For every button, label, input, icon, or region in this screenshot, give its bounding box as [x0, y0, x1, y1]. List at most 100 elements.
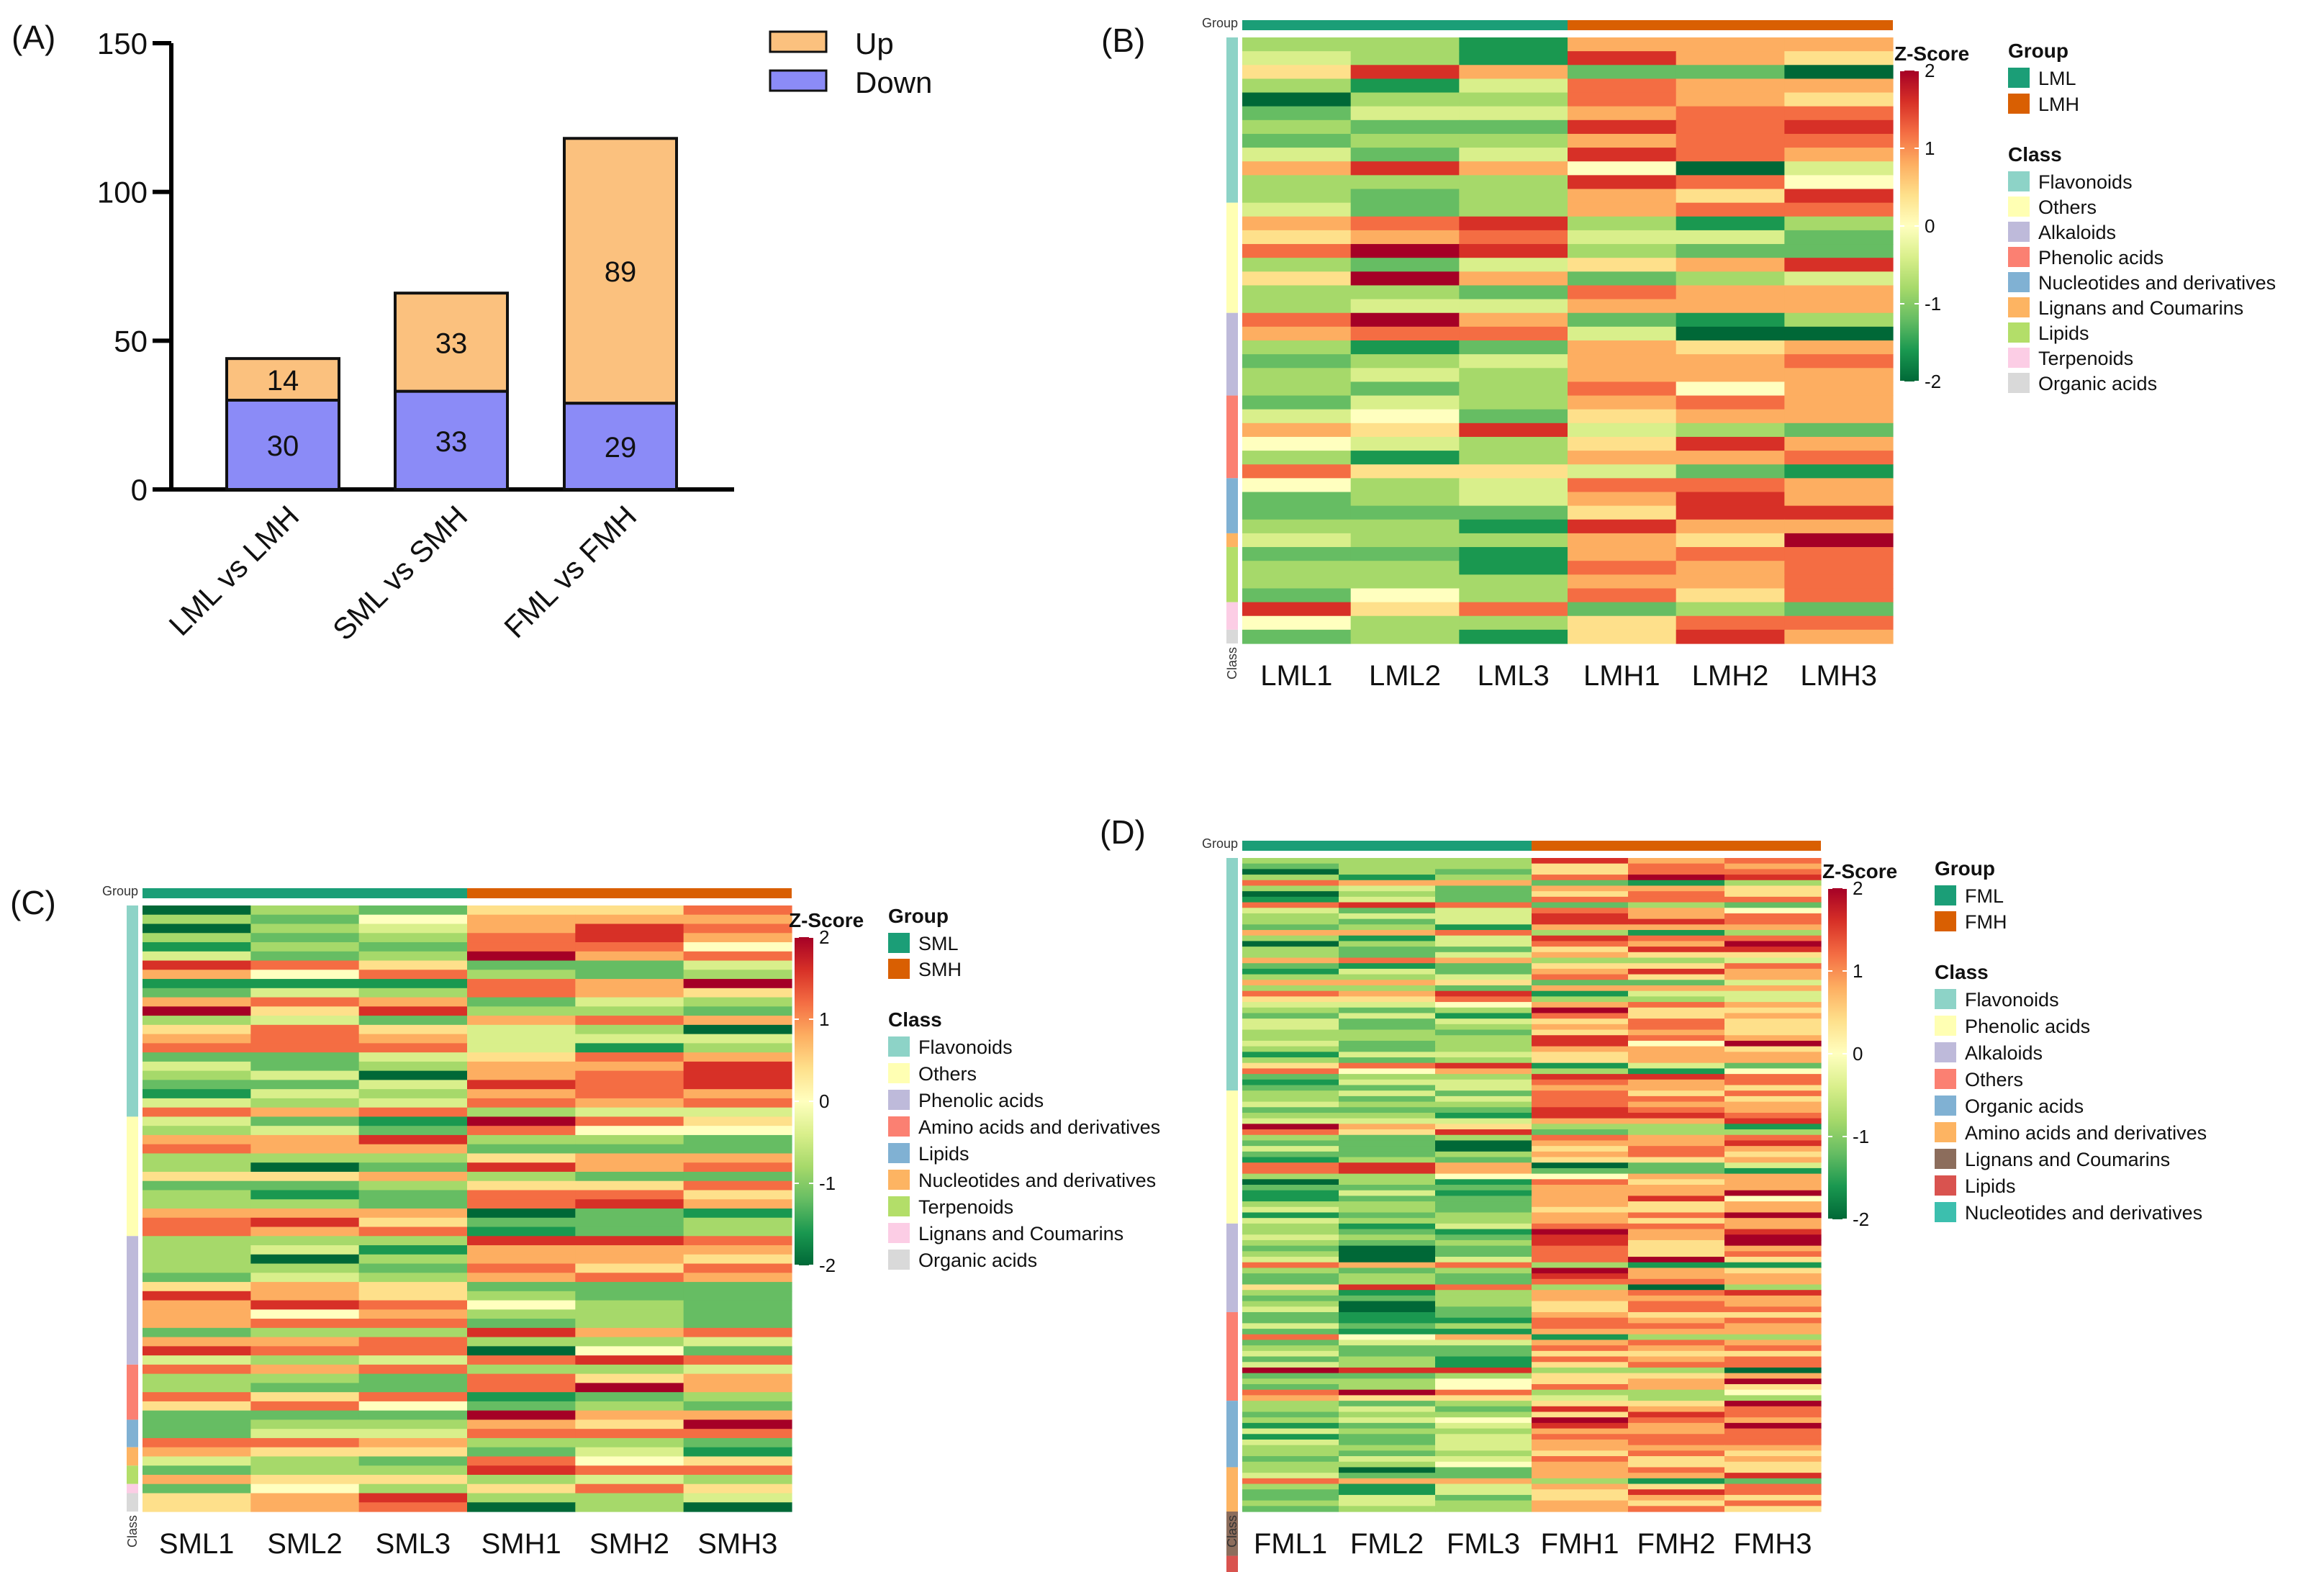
heatmap-cell — [1628, 1052, 1725, 1058]
class-legend-label: Phenolic acids — [2038, 247, 2164, 268]
heatmap-cell — [1532, 1046, 1629, 1052]
heatmap-cell — [358, 1383, 468, 1393]
heatmap-cell — [1676, 78, 1785, 94]
heatmap-cell — [1724, 1167, 1822, 1175]
heatmap-cell — [1242, 629, 1352, 644]
heatmap-cell — [1724, 1257, 1822, 1263]
heatmap-cell — [1339, 1151, 1436, 1158]
heatmap-cell — [1628, 1007, 1725, 1014]
heatmap-cell — [1339, 1422, 1436, 1429]
heatmap-cell — [575, 1355, 684, 1365]
heatmap-cell — [1532, 1206, 1629, 1214]
heatmap-cell — [1459, 92, 1568, 107]
heatmap-cell — [1459, 478, 1568, 493]
column-label: LMH3 — [1800, 660, 1877, 692]
heatmap-cell — [1628, 1456, 1725, 1463]
heatmap-cell — [1532, 947, 1629, 953]
heatmap-cell — [1435, 1262, 1532, 1269]
heatmap-cell — [1435, 1411, 1532, 1418]
heatmap-cell — [143, 1483, 251, 1494]
heatmap-cell — [1242, 148, 1352, 162]
heatmap-cell — [1724, 858, 1822, 864]
heatmap-cell — [1242, 1301, 1339, 1307]
heatmap-cell — [358, 1401, 468, 1411]
heatmap-cell — [1724, 952, 1822, 959]
heatmap-cell — [1628, 1290, 1725, 1296]
heatmap-cell — [1339, 1040, 1436, 1047]
heatmap-cell — [1435, 941, 1532, 947]
panel-label-c: (C) — [10, 884, 56, 921]
heatmap-cell — [1532, 1367, 1629, 1374]
heatmap-cell — [1628, 947, 1725, 953]
heatmap-cell — [1532, 1085, 1629, 1091]
heatmap-cell — [1784, 547, 1894, 561]
heatmap-cell — [575, 942, 684, 952]
heatmap-cell — [1435, 869, 1532, 875]
heatmap-cell — [1628, 908, 1725, 914]
heatmap-cell — [1435, 1278, 1532, 1286]
heatmap-cell — [1724, 996, 1822, 1003]
heatmap-cell — [1532, 875, 1629, 881]
heatmap-cell — [575, 1392, 684, 1402]
heatmap-cell — [1676, 395, 1785, 410]
heatmap-cell — [1628, 1090, 1725, 1097]
heatmap-cell — [575, 1080, 684, 1090]
heatmap-cell — [1242, 133, 1352, 148]
heatmap-cell — [1242, 65, 1352, 80]
heatmap-cell — [467, 1346, 576, 1356]
heatmap-cell — [1532, 957, 1629, 964]
heatmap-cell — [1242, 1229, 1339, 1235]
heatmap-cell — [358, 923, 468, 934]
class-legend-swatch — [888, 1063, 910, 1083]
heatmap-cell — [1459, 492, 1568, 507]
heatmap-cell — [1459, 574, 1568, 590]
heatmap-cell — [250, 1483, 360, 1494]
heatmap-cell — [1435, 930, 1532, 936]
class-annotation-bar — [127, 905, 138, 1117]
heatmap-cell — [358, 914, 468, 925]
heatmap-cell — [1242, 947, 1339, 953]
heatmap-cell — [1676, 354, 1785, 369]
heatmap-cell — [1724, 990, 1822, 997]
heatmap-cell — [1628, 1311, 1725, 1319]
heatmap-cell — [143, 1024, 251, 1035]
heatmap-cell — [575, 923, 684, 934]
heatmap-cell — [1724, 1373, 1822, 1379]
heatmap-cell — [1242, 1373, 1339, 1379]
heatmap-cell — [1242, 1245, 1339, 1252]
heatmap-cell — [358, 1456, 468, 1466]
group-legend-swatch — [888, 959, 910, 979]
heatmap-cell — [1339, 1450, 1436, 1457]
heatmap-cell — [1532, 980, 1629, 986]
heatmap-cell — [467, 1107, 576, 1118]
bar-down — [563, 402, 678, 492]
heatmap-cell — [1435, 1450, 1532, 1457]
heatmap-cell — [1628, 902, 1725, 908]
heatmap-cell — [1628, 1306, 1725, 1313]
heatmap-cell — [1568, 51, 1677, 66]
heatmap-cell — [1242, 1395, 1339, 1401]
heatmap-cell — [1628, 1506, 1725, 1512]
heatmap-cell — [467, 1355, 576, 1365]
heatmap-cell — [1532, 1362, 1629, 1368]
heatmap-cell — [250, 1043, 360, 1053]
heatmap-cell — [575, 1282, 684, 1292]
heatmap-cell — [1242, 230, 1352, 245]
heatmap-cell — [467, 933, 576, 943]
heatmap-cell — [1339, 952, 1436, 959]
heatmap-cell — [1628, 1162, 1725, 1169]
heatmap-cell — [1339, 863, 1436, 869]
heatmap-cell — [1532, 1179, 1629, 1185]
class-legend-swatch — [1935, 989, 1956, 1009]
heatmap-cell — [1339, 1218, 1436, 1224]
heatmap-cell — [1784, 436, 1894, 451]
heatmap-cell — [1339, 1456, 1436, 1463]
heatmap-cell — [1628, 1151, 1725, 1158]
heatmap-cell — [1339, 1506, 1436, 1512]
heatmap-cell — [1532, 1395, 1629, 1401]
heatmap-cell — [467, 1493, 576, 1503]
heatmap-cell — [1242, 615, 1352, 631]
column-label: FML1 — [1254, 1528, 1327, 1560]
heatmap-cell — [1435, 1052, 1532, 1058]
